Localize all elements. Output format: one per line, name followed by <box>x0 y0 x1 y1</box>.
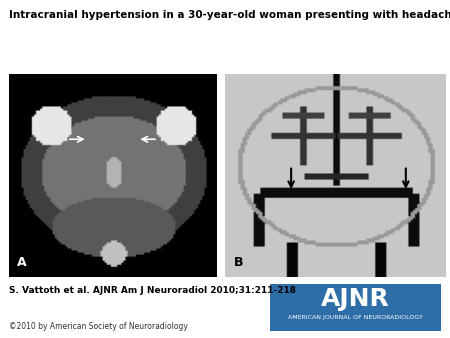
Bar <box>9 74 216 277</box>
FancyBboxPatch shape <box>270 284 441 331</box>
Text: S. Vattoth et al. AJNR Am J Neuroradiol 2010;31:211-218: S. Vattoth et al. AJNR Am J Neuroradiol … <box>9 286 296 295</box>
Text: A: A <box>17 256 27 269</box>
Text: Intracranial hypertension in a 30-year-old woman presenting with headaches and t: Intracranial hypertension in a 30-year-o… <box>9 10 450 20</box>
Text: B: B <box>234 256 243 269</box>
Text: ©2010 by American Society of Neuroradiology: ©2010 by American Society of Neuroradiol… <box>9 322 188 331</box>
Text: AJNR: AJNR <box>321 287 390 311</box>
Text: AMERICAN JOURNAL OF NEURORADIOLOGY: AMERICAN JOURNAL OF NEURORADIOLOGY <box>288 315 423 320</box>
